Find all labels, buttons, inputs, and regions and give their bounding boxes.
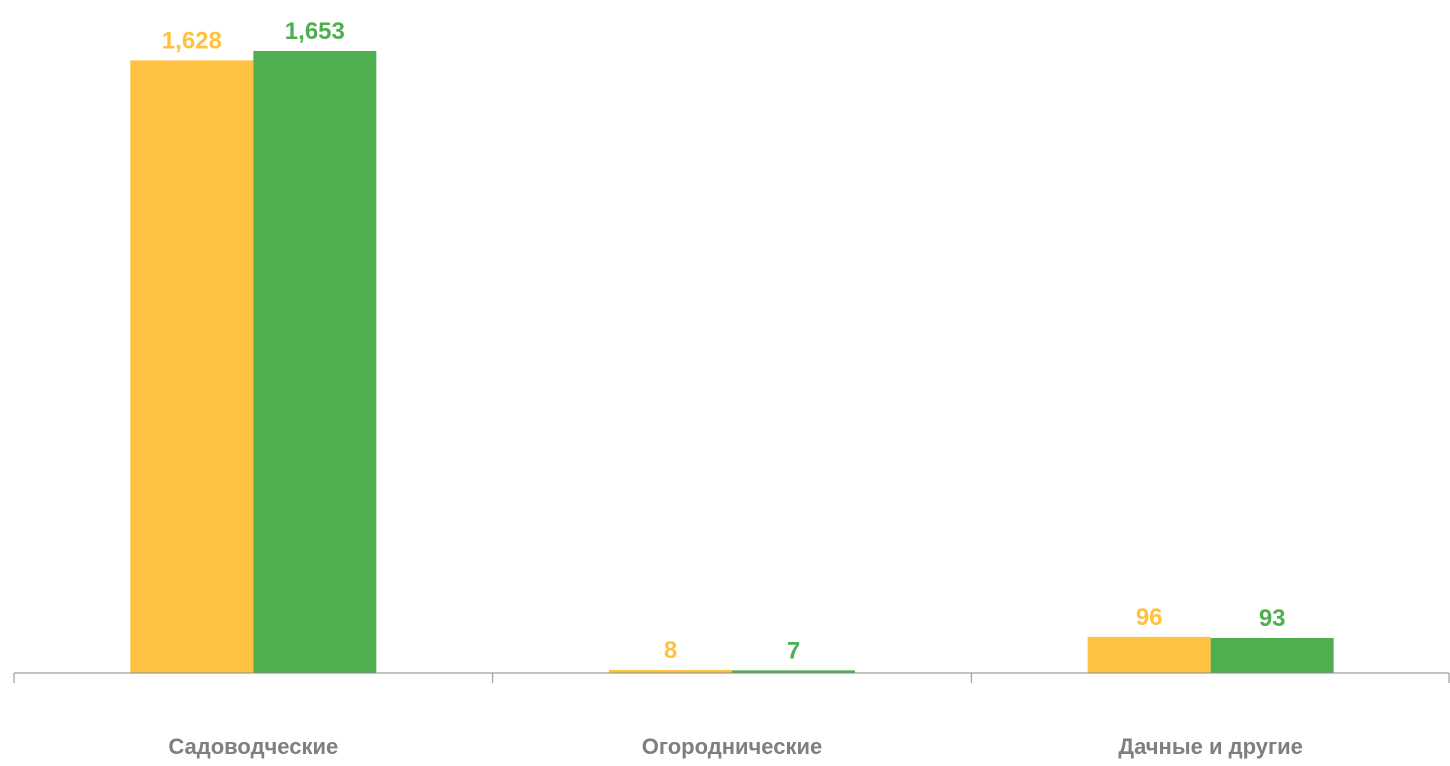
- category-label-2: Огороднические: [642, 734, 823, 759]
- category-labels-layer: Садоводческие Огороднические Дачные и друг…: [168, 734, 1303, 759]
- bars-layer: [130, 51, 1334, 673]
- data-label-series-2-cat-1: 1,653: [285, 18, 345, 45]
- bar-series-2-cat-2: [732, 670, 855, 673]
- category-label-1: Садоводческие: [168, 734, 338, 759]
- data-labels-layer: 1,628 1,653 8 7 96 93: [162, 18, 1286, 664]
- x-axis: [13, 672, 1450, 683]
- data-label-series-2-cat-3: 93: [1259, 605, 1286, 632]
- data-label-series-2-cat-2: 7: [787, 637, 800, 664]
- bar-series-1-cat-3: [1087, 636, 1211, 673]
- bar-series-1-cat-1: [130, 60, 254, 673]
- data-label-series-1-cat-1: 1,628: [162, 27, 222, 54]
- bar-series-2-cat-3: [1210, 638, 1334, 673]
- data-label-series-1-cat-2: 8: [664, 637, 677, 664]
- bar-series-2-cat-1: [253, 51, 377, 673]
- category-label-3: Дачные и другие: [1118, 734, 1302, 759]
- bar-series-1-cat-2: [609, 669, 732, 673]
- data-label-series-1-cat-3: 96: [1136, 604, 1163, 631]
